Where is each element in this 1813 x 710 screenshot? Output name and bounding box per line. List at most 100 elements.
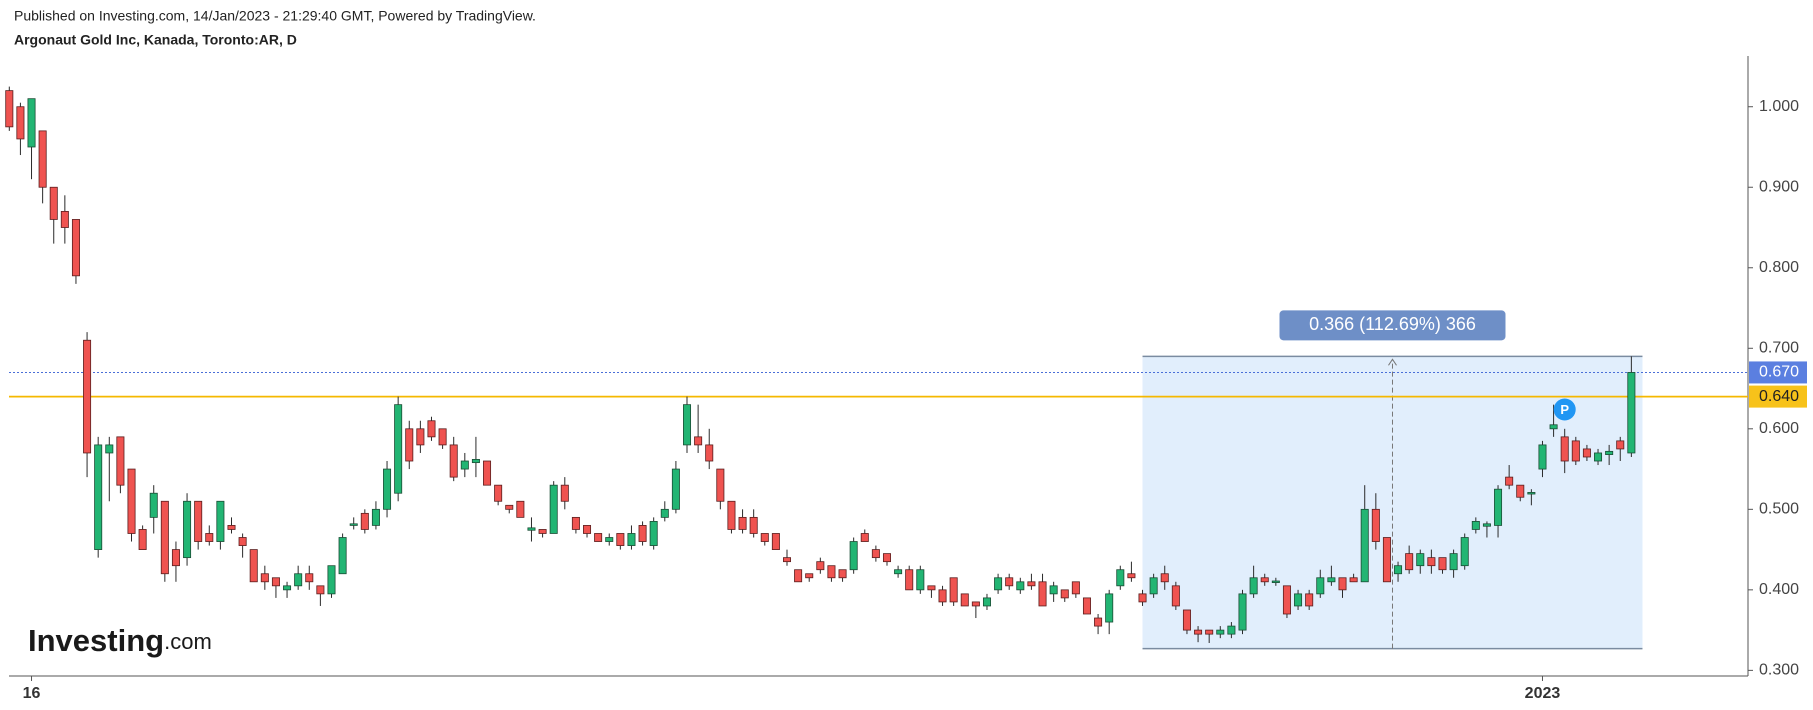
candle-body — [1327, 577, 1336, 583]
candle-body — [1238, 593, 1247, 631]
candle-body — [194, 500, 203, 542]
pin-marker — [1553, 398, 1576, 421]
candle-body — [1538, 444, 1547, 470]
candle-body — [1282, 585, 1291, 615]
candle-body — [60, 211, 69, 228]
candle-body — [360, 512, 369, 530]
candle-body — [505, 504, 514, 510]
candle-body — [1116, 569, 1125, 587]
price-level-tag — [1749, 385, 1807, 408]
candle-body — [1127, 573, 1136, 579]
candle-body — [894, 569, 903, 575]
candle-body — [827, 565, 836, 579]
candle-body — [1482, 523, 1491, 527]
candle-body — [905, 569, 914, 591]
y-tick-label: 0.800 — [1759, 259, 1799, 276]
candle-body — [1438, 557, 1447, 571]
candle-body — [38, 130, 47, 188]
candle-body — [227, 525, 236, 530]
candle-body — [1516, 484, 1525, 498]
candle-body — [1382, 537, 1391, 583]
candle-body — [438, 428, 447, 446]
candle-body — [71, 219, 80, 277]
candle-body — [1416, 553, 1425, 567]
candle-body — [294, 573, 303, 587]
candle-body — [427, 420, 436, 438]
candle-body — [1494, 488, 1503, 526]
candle-body — [205, 533, 214, 542]
candle-body — [316, 585, 325, 595]
candle-body — [1060, 589, 1069, 599]
candle-body — [183, 500, 192, 559]
candle-body — [516, 500, 525, 518]
candle-body — [538, 529, 547, 534]
candle-body — [1271, 580, 1280, 583]
logo-suffix: .com — [164, 629, 212, 654]
candle-body — [5, 90, 14, 128]
candle-body — [783, 557, 792, 563]
candle-body — [1138, 593, 1147, 603]
candle-body — [1527, 492, 1536, 495]
candle-body — [16, 106, 25, 140]
candle-body — [1316, 577, 1325, 595]
candle-body — [638, 525, 647, 542]
candle-body — [1449, 553, 1458, 571]
candle-body — [83, 339, 92, 454]
candle-body — [938, 589, 947, 603]
candle-body — [549, 484, 558, 534]
candle-body — [1105, 593, 1114, 623]
price-level-tag — [1749, 361, 1807, 384]
candle-body — [1616, 440, 1625, 450]
candle-body — [1471, 521, 1480, 530]
candle-body — [1194, 629, 1203, 635]
candle-body — [771, 533, 780, 550]
candle-body — [105, 444, 114, 454]
candle-body — [1405, 553, 1414, 571]
measure-label: 0.366 (112.69%) 366 — [1309, 314, 1476, 334]
candle-body — [94, 444, 103, 550]
candle-body — [1305, 593, 1314, 607]
candle-body — [1582, 448, 1591, 458]
candle-body — [1594, 452, 1603, 462]
candle-body — [349, 523, 358, 526]
candle-body — [694, 436, 703, 446]
candle-body — [483, 460, 492, 486]
candle-body — [1205, 629, 1214, 635]
candle-body — [1394, 565, 1403, 575]
candle-body — [860, 533, 869, 542]
candle-body — [127, 468, 136, 534]
candle-body — [383, 468, 392, 510]
candle-body — [594, 533, 603, 542]
candle-body — [1427, 557, 1436, 567]
candle-body — [1094, 617, 1103, 627]
pin-label: P — [1560, 402, 1569, 417]
candle-body — [371, 508, 380, 526]
candle-body — [760, 533, 769, 542]
candle-body — [627, 533, 636, 546]
y-tick-label: 1.000 — [1759, 98, 1799, 115]
measure-label-box — [1279, 310, 1506, 341]
candle-body — [338, 537, 347, 575]
candle-body — [1082, 597, 1091, 615]
candle-body — [449, 444, 458, 478]
candle-body — [882, 553, 891, 563]
candle-body — [1249, 577, 1258, 595]
candle-body — [283, 585, 292, 591]
logo: Investing.com — [28, 623, 212, 658]
candle-body — [1182, 609, 1191, 631]
candle-body — [271, 577, 280, 587]
candle-body — [1360, 508, 1369, 583]
candle-body — [138, 529, 147, 550]
candle-body — [1460, 537, 1469, 567]
candle-body — [560, 484, 569, 502]
logo-main: Investing — [28, 623, 164, 658]
candle-body — [1294, 593, 1303, 607]
candle-body — [149, 492, 158, 518]
candle-body — [971, 601, 980, 607]
y-tick-label: 0.500 — [1759, 501, 1799, 518]
candle-body — [416, 428, 425, 446]
candle-body — [960, 593, 969, 607]
candle-body — [727, 500, 736, 530]
